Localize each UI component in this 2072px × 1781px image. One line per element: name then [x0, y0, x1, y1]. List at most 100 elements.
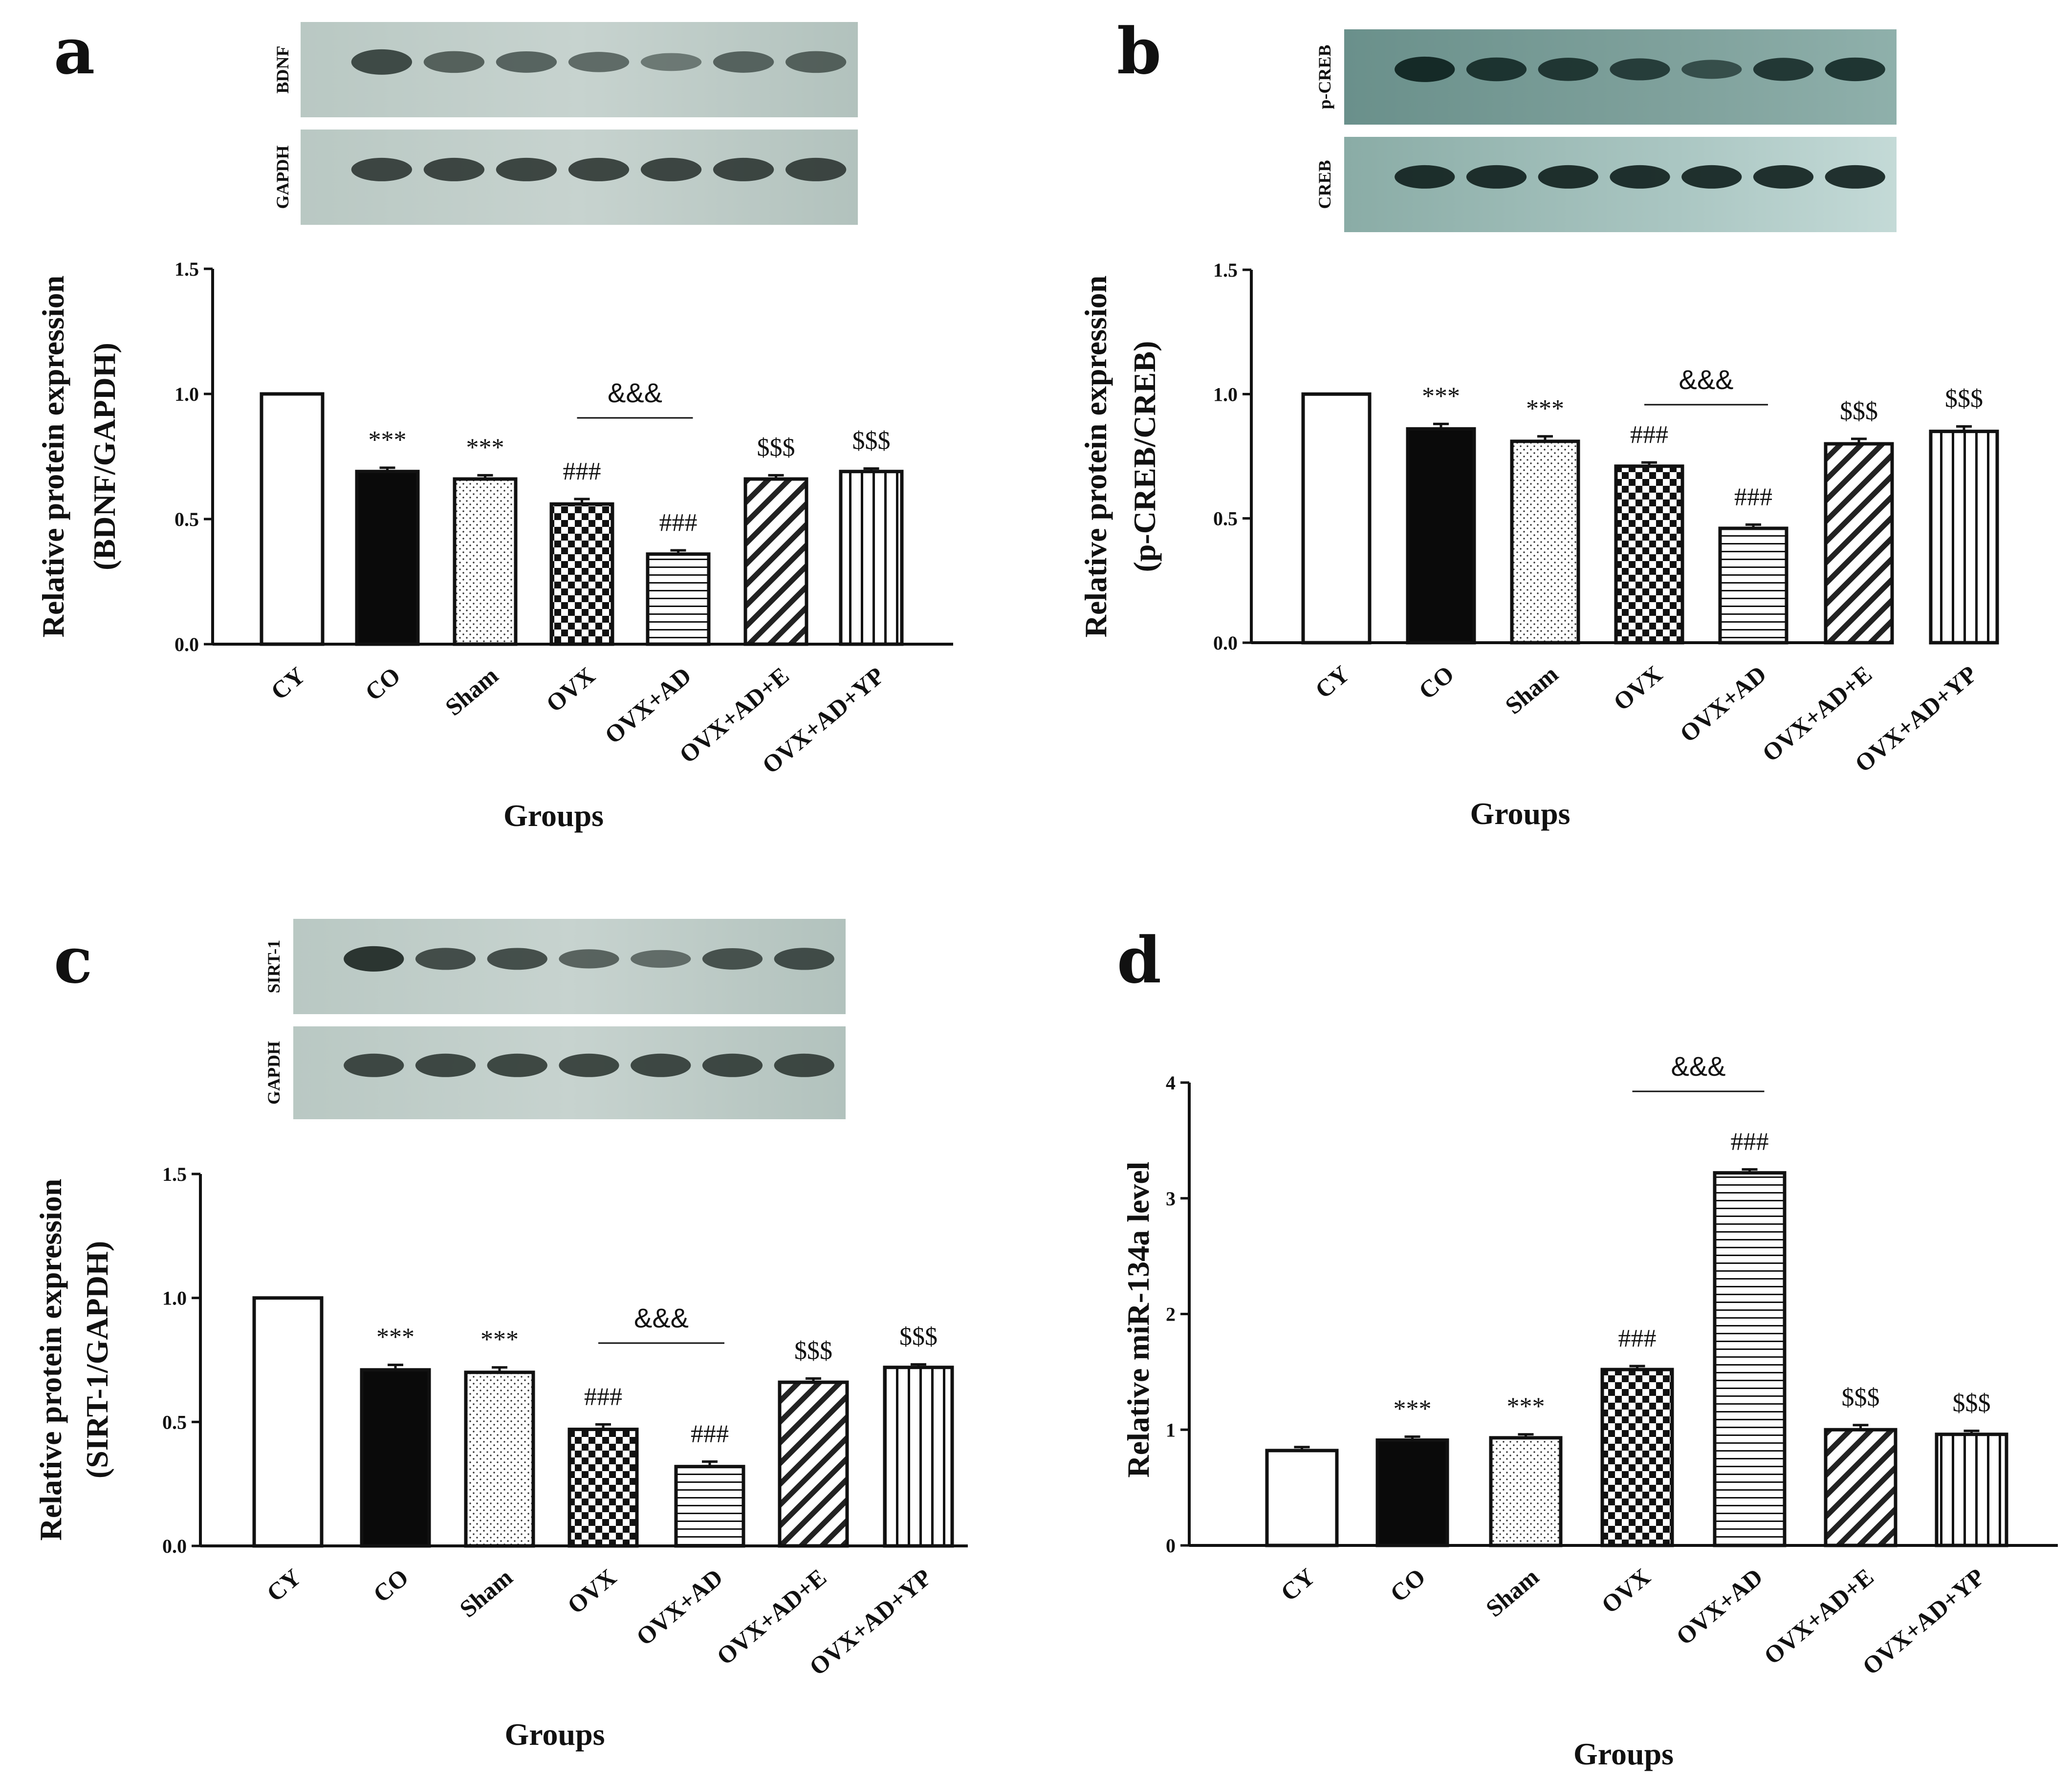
bar-sham	[453, 477, 518, 646]
category-label: CY	[1275, 1563, 1320, 1607]
y-tick-label: 0.5	[162, 1411, 187, 1433]
y-tick-label: 0.0	[162, 1535, 187, 1557]
bar-ovx-ad	[1713, 1171, 1787, 1547]
category-label: Sham	[454, 1564, 518, 1623]
blot-image: BDNF	[273, 22, 858, 117]
significance-label: ###	[659, 509, 698, 537]
panel-letter: c	[54, 923, 92, 998]
blot-band	[559, 949, 619, 969]
y-tick-label: 1.5	[1213, 259, 1238, 281]
comparison-label: &&&	[1671, 1051, 1725, 1082]
blot-image: p-CREB	[1315, 29, 1897, 125]
panel-letter: d	[1117, 923, 1161, 998]
category-label: CY	[262, 1564, 306, 1607]
y-tick-label: 0.0	[1213, 632, 1238, 654]
blot-band	[1466, 57, 1527, 82]
significance-label: ***	[1507, 1393, 1545, 1421]
blot-band	[702, 1053, 763, 1077]
x-axis-title: Groups	[1470, 796, 1570, 831]
blot-image: GAPDH	[264, 1026, 846, 1119]
bar-ovx-ad-e	[1824, 442, 1894, 645]
category-label: OVX+AD	[1675, 660, 1771, 748]
bar-ovx-ad-e	[743, 477, 808, 646]
bar-ovx-ad-e	[778, 1380, 849, 1548]
blot-band	[487, 948, 547, 970]
blot-band	[1538, 165, 1598, 189]
significance-label: $$$	[1842, 1384, 1880, 1412]
blot-band	[631, 1053, 691, 1077]
significance-label: ***	[480, 1326, 519, 1354]
x-axis-title: Groups	[504, 1717, 605, 1752]
category-label: CO	[1385, 1563, 1430, 1607]
blot-band	[1825, 57, 1885, 82]
blot-band	[1466, 165, 1527, 189]
blot-band	[1610, 165, 1670, 189]
category-label: OVX	[541, 662, 600, 717]
category-label: OVX+AD	[631, 1564, 728, 1651]
blot-band	[344, 1053, 404, 1077]
category-label: CY	[265, 662, 310, 705]
bar-sham	[1489, 1436, 1563, 1547]
category-label: CO	[368, 1564, 414, 1608]
blot-band	[1538, 58, 1598, 81]
y-axis-subtitle: (BDNF/GAPDH)	[87, 343, 122, 570]
significance-label: $$$	[757, 434, 795, 461]
bar-cy	[260, 392, 325, 646]
y-tick-label: 4	[1166, 1072, 1176, 1094]
bar-ovx-ad-yp	[839, 470, 904, 646]
significance-label: ###	[1630, 421, 1668, 449]
category-label: Sham	[1481, 1563, 1544, 1622]
y-tick-label: 1	[1166, 1419, 1176, 1441]
category-label: OVX	[1596, 1563, 1655, 1619]
blot-band	[774, 948, 834, 970]
panel-a: a BDNF GAPDH 0.0 0.5 1.0 1.5 CY *** CO *** Sham ### O…	[36, 14, 953, 833]
bar-ovx-ad-e	[1824, 1428, 1898, 1547]
bar-co	[355, 470, 420, 646]
comparison-label: &&&	[1679, 364, 1733, 395]
y-tick-label: 0.0	[174, 633, 199, 655]
bar-ovx-ad-yp	[1929, 430, 1999, 645]
blot-band	[1395, 165, 1455, 189]
y-tick-label: 0.5	[174, 508, 199, 530]
bar-ovx	[1614, 464, 1684, 645]
x-axis-title: Groups	[503, 798, 604, 833]
significance-label: $$$	[899, 1323, 938, 1351]
bar-cy	[1301, 392, 1372, 645]
y-axis-title: Relative protein expression	[33, 1179, 68, 1541]
blot-band	[568, 52, 630, 72]
panel-letter: b	[1117, 14, 1161, 88]
bar-co	[1406, 427, 1476, 645]
y-axis-subtitle: (p-CREB/CREB)	[1127, 341, 1162, 572]
significance-label: $$$	[794, 1337, 832, 1365]
significance-label: ###	[563, 457, 601, 485]
category-label: OVX+AD+YP	[1857, 1563, 1989, 1680]
bar-ovx-ad-yp	[883, 1366, 954, 1548]
blot-band	[702, 948, 763, 970]
category-label: CO	[1414, 660, 1459, 705]
y-tick-label: 0	[1166, 1535, 1176, 1557]
bar-ovx	[549, 502, 614, 646]
significance-label: $$$	[1840, 397, 1878, 425]
y-axis-subtitle: (SIRT-1/GAPDH)	[80, 1241, 114, 1478]
significance-label: ###	[1618, 1325, 1657, 1352]
y-tick-label: 1.0	[1213, 383, 1238, 405]
comparison-label: &&&	[608, 377, 662, 408]
blot-band	[423, 51, 485, 73]
category-label: CY	[1310, 660, 1354, 704]
blot-band	[1610, 58, 1670, 81]
blot-band	[1753, 58, 1814, 81]
y-axis-title: Relative miR-134a level	[1121, 1162, 1156, 1478]
bar-ovx	[567, 1428, 639, 1548]
blot-band	[640, 53, 702, 71]
blot-label: BDNF	[273, 46, 292, 94]
blot-band	[713, 157, 774, 181]
significance-label: $$$	[852, 427, 891, 455]
y-tick-label: 1.5	[162, 1163, 187, 1185]
blot-image: CREB	[1315, 137, 1897, 232]
bar-cy	[1265, 1449, 1339, 1547]
bar-sham	[464, 1370, 535, 1548]
y-tick-label: 0.5	[1213, 508, 1238, 530]
blot-image: GAPDH	[273, 130, 858, 225]
bar-ovx-ad-yp	[1935, 1433, 2008, 1547]
significance-label: ###	[584, 1383, 622, 1411]
